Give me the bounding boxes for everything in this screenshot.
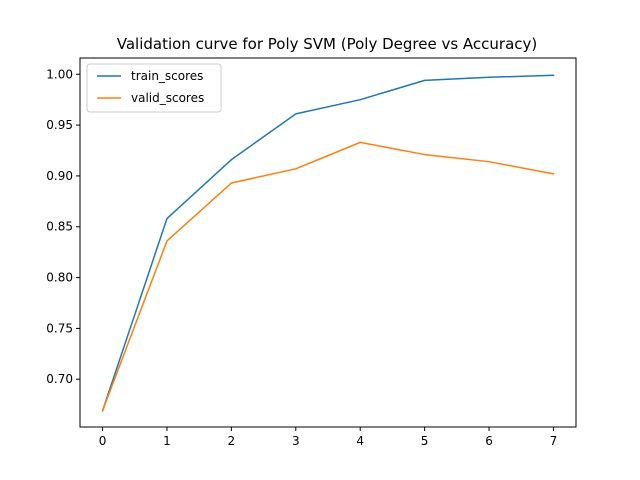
x-tick-label: 2 [228,434,236,448]
chart-title: Validation curve for Poly SVM (Poly Degr… [117,35,538,53]
y-tick-label: 0.75 [46,321,73,335]
y-tick-label: 0.85 [46,220,73,234]
y-tick-label: 1.00 [46,67,73,81]
series-layer [101,74,555,412]
series-line-train-scores [101,74,555,412]
x-tick-label: 6 [485,434,493,448]
series-line-valid-scores [101,141,555,412]
x-tick-label: 7 [550,434,558,448]
y-tick-label: 0.95 [46,118,73,132]
y-tick-label: 0.90 [46,169,73,183]
x-tick-label: 5 [421,434,429,448]
plot-area-frame [79,57,577,428]
y-tick-label: 0.80 [46,271,73,285]
x-tick-label: 4 [356,434,364,448]
x-tick-label: 3 [292,434,300,448]
x-tick-label: 1 [163,434,171,448]
y-axis-ticks: 0.70 0.75 0.80 0.85 0.90 0.95 1.00 [46,67,80,386]
y-tick-label: 0.70 [46,372,73,386]
x-tick-label: 0 [99,434,107,448]
x-axis-ticks: 0 1 2 3 4 5 6 7 [99,427,558,448]
legend: train_scores valid_scores [86,63,222,113]
legend-label: valid_scores [131,91,204,105]
legend-label: train_scores [131,69,203,83]
